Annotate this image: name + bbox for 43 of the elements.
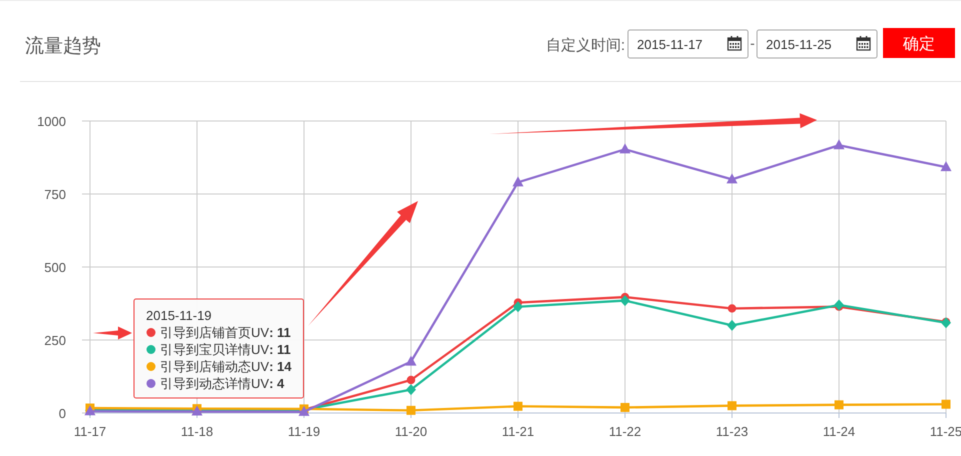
point <box>727 320 737 331</box>
annotation: : 11 <box>269 342 291 357</box>
annotation: : 14 <box>269 359 292 374</box>
annotation: : 11 <box>269 325 291 340</box>
text: 自定义时间: <box>546 37 625 54</box>
point <box>406 376 416 384</box>
point <box>942 400 950 409</box>
point <box>620 295 630 306</box>
point <box>940 161 952 172</box>
point <box>834 299 844 310</box>
text: 2015-11-17 <box>637 37 703 52</box>
text: 2015-11-25 <box>766 37 832 52</box>
y-tick-label: 0 <box>58 406 66 421</box>
point <box>514 402 522 411</box>
point <box>834 400 844 410</box>
point <box>406 356 416 366</box>
x-tick-label: 11-18 <box>180 424 214 439</box>
x-tick-label: 11-23 <box>716 424 748 439</box>
point <box>728 401 736 410</box>
point <box>728 304 736 313</box>
annotation: : 4 <box>269 376 286 391</box>
chart-title: 流量趋势 <box>25 35 101 57</box>
x-tick-label: 11-17 <box>74 424 106 439</box>
y-tick-label: 250 <box>44 333 66 348</box>
text: 确定 <box>902 35 935 53</box>
text: - <box>750 35 756 51</box>
point <box>620 402 630 412</box>
legend-title: 2015-11-19 <box>146 308 212 323</box>
x-tick-label: 11-22 <box>608 424 642 439</box>
point <box>726 173 738 184</box>
point <box>406 384 416 396</box>
x-tick-label: 11-19 <box>288 424 320 439</box>
point <box>513 301 523 312</box>
point <box>620 143 630 154</box>
y-tick-label: 750 <box>44 187 66 202</box>
point <box>406 406 416 415</box>
y-tick-label: 1000 <box>37 114 66 129</box>
x-tick-label: 11-24 <box>822 424 856 439</box>
x-tick-label: 11-21 <box>502 424 534 439</box>
point <box>834 139 844 150</box>
y-tick-label: 500 <box>44 260 66 275</box>
point <box>512 176 524 186</box>
x-tick-label: 11-20 <box>394 424 428 439</box>
